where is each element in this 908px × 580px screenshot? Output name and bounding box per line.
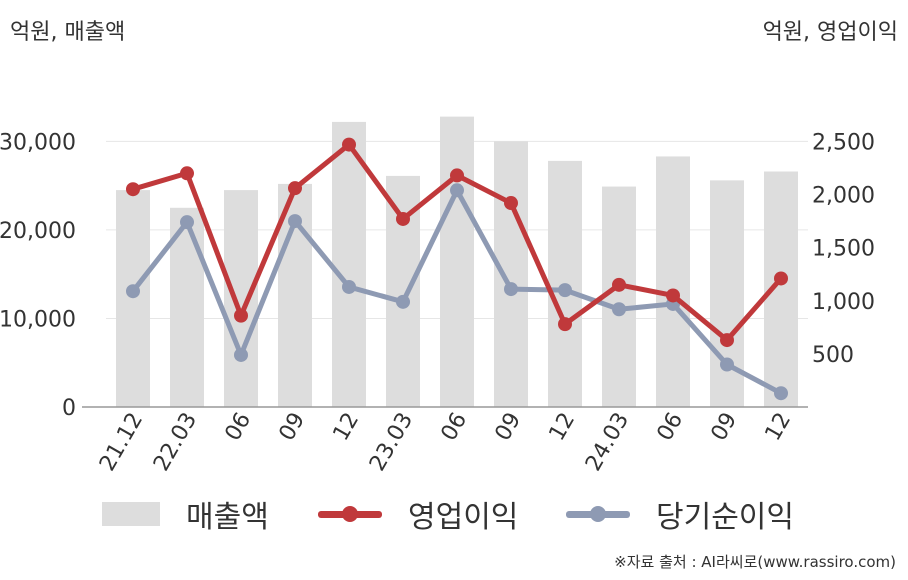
legend-label-revenue: 매출액 [186, 500, 269, 535]
legend-item-operating-profit: 영업이익 [318, 492, 518, 536]
bar-revenue [440, 116, 474, 408]
x-tick-label: 06 [221, 409, 257, 446]
x-tick-label: 12 [545, 409, 581, 446]
bar-revenue [656, 156, 690, 407]
right-tick-label: 2,500 [812, 130, 875, 155]
left-tick-label: 0 [62, 396, 76, 421]
x-tick-label: 09 [491, 409, 527, 446]
bar-revenue [332, 121, 366, 407]
x-tick-label: 09 [707, 409, 743, 446]
point-net-income [288, 214, 302, 229]
x-tick-label: 21.12 [95, 409, 148, 476]
point-net-income [558, 283, 572, 298]
point-net-income [180, 215, 194, 230]
point-net-income [396, 294, 410, 309]
x-tick-label: 24.03 [581, 409, 634, 476]
right-tick-label: 2,000 [812, 184, 875, 209]
point-net-income [720, 357, 734, 372]
point-net-income [126, 284, 140, 299]
legend-swatch-net-income [566, 502, 630, 526]
legend-swatch-operating-profit [318, 502, 382, 526]
right-tick-label: 1,000 [812, 290, 875, 315]
left-axis-unit: 억원, 매출액 [10, 20, 126, 45]
bar-revenue [494, 141, 528, 407]
legend-swatch-revenue [102, 502, 160, 526]
point-operating-profit [180, 166, 194, 181]
point-operating-profit [720, 333, 734, 348]
legend-label-operating-profit: 영업이익 [408, 500, 519, 535]
legend-item-net-income: 당기순이익 [566, 492, 794, 536]
point-net-income [504, 282, 518, 297]
x-tick-label: 09 [275, 409, 311, 446]
point-net-income [612, 302, 626, 317]
right-tick-label: 1,500 [812, 237, 875, 262]
x-tick-label: 23.03 [365, 409, 418, 476]
legend-label-net-income: 당기순이익 [656, 500, 794, 535]
right-tick-label: 500 [812, 343, 854, 368]
point-net-income [234, 347, 248, 362]
plot-area: 0 10,000 20,000 30,000 500 1,000 1,500 2,000 2,5… [0, 116, 875, 476]
x-tick-label: 06 [437, 409, 473, 446]
right-axis-unit: 억원, 영업이익 [762, 20, 898, 45]
bar-revenue [116, 190, 150, 407]
x-tick-label: 12 [761, 409, 797, 446]
x-tick-label: 22.03 [149, 409, 202, 476]
point-net-income [342, 279, 356, 294]
left-tick-label: 20,000 [0, 219, 76, 244]
point-operating-profit [558, 317, 572, 332]
point-operating-profit [504, 196, 518, 211]
legend: 매출액 영업이익 당기순이익 [0, 492, 908, 536]
point-operating-profit [396, 211, 410, 226]
point-operating-profit [234, 308, 248, 323]
source-note: ※자료 출처 : AI라씨로(www.rassiro.com) [614, 553, 896, 571]
left-tick-label: 30,000 [0, 130, 76, 155]
x-tick-label: 12 [329, 409, 365, 446]
point-net-income [450, 183, 464, 198]
point-operating-profit [666, 288, 680, 303]
point-operating-profit [288, 181, 302, 196]
x-tick-label: 06 [653, 409, 689, 446]
point-operating-profit [774, 271, 788, 286]
point-net-income [774, 386, 788, 401]
legend-item-revenue: 매출액 [102, 492, 269, 536]
point-operating-profit [612, 277, 626, 292]
point-operating-profit [126, 182, 140, 197]
point-operating-profit [342, 137, 356, 152]
bar-revenue [602, 186, 636, 407]
left-tick-label: 10,000 [0, 307, 76, 332]
bar-revenue [224, 190, 258, 407]
point-operating-profit [450, 168, 464, 183]
bar-revenue [170, 207, 204, 407]
